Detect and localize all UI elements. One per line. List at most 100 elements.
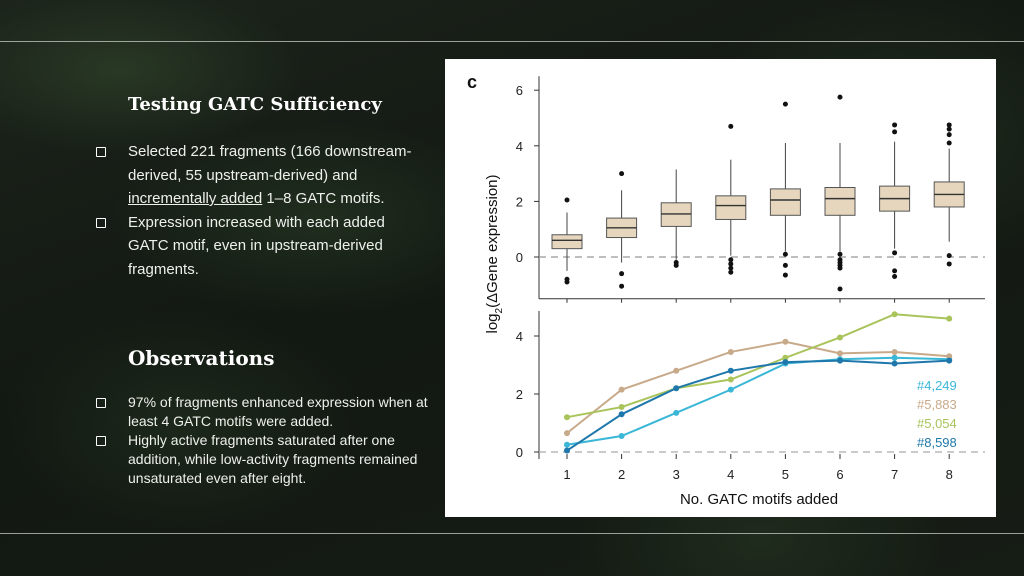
- box-outlier-point: [946, 126, 952, 132]
- bullet-item: Highly active fragments saturated after …: [96, 431, 446, 488]
- bottom-y-tick-label: 2: [516, 387, 523, 402]
- box-outlier-point: [564, 279, 570, 285]
- x-tick-label: 1: [563, 467, 570, 482]
- box-outlier-point: [728, 257, 734, 263]
- box-outlier-point: [892, 250, 898, 256]
- box-outlier-point: [946, 253, 952, 259]
- series-point: [727, 367, 734, 374]
- x-tick-label: 6: [836, 467, 843, 482]
- series-point: [727, 386, 734, 393]
- series-point: [837, 357, 843, 364]
- series-line: [566, 359, 950, 452]
- series-point: [891, 311, 898, 318]
- box-outlier-point: [837, 251, 843, 257]
- series-point: [564, 414, 570, 421]
- box-outlier-point: [892, 129, 898, 135]
- checkbox-outline-icon: [96, 436, 106, 446]
- series-point: [618, 433, 625, 440]
- y-axis-title: log2(ΔGene expression): [484, 174, 505, 333]
- top-divider: [0, 41, 1024, 42]
- checkbox-outline-icon: [96, 217, 106, 228]
- box-outlier-point: [946, 122, 952, 128]
- box-outlier-point: [619, 171, 625, 177]
- legend-entry: #4,249: [917, 378, 957, 393]
- series-point: [946, 353, 953, 360]
- legend-entry: #5,054: [917, 416, 957, 431]
- series-point: [673, 367, 680, 374]
- box-outlier-point: [619, 271, 625, 277]
- x-tick-label: 3: [673, 467, 680, 482]
- box-outlier-point: [782, 101, 788, 107]
- series-point: [946, 315, 953, 322]
- series-line: [566, 313, 950, 419]
- series-point: [618, 411, 625, 418]
- x-tick-label: 4: [727, 467, 734, 482]
- x-axis-title: No. GATC motifs added: [680, 491, 838, 508]
- box-outlier-point: [892, 268, 898, 274]
- box-outlier-point: [946, 140, 952, 146]
- box-outlier-point: [946, 132, 952, 138]
- series-line: [566, 340, 950, 434]
- bullet-item: Selected 221 fragments (166 downstream-d…: [96, 140, 426, 211]
- box-iqr: [769, 188, 801, 216]
- box-outlier-point: [782, 251, 788, 257]
- checkbox-outline-icon: [96, 398, 106, 408]
- box-outlier-point: [946, 261, 952, 267]
- box-outlier-point: [892, 122, 898, 128]
- box-iqr: [551, 234, 583, 250]
- series-point: [782, 354, 789, 361]
- series-point: [891, 360, 898, 367]
- section-title-observations: Observations: [128, 346, 275, 370]
- x-tick-label: 7: [891, 467, 898, 482]
- gatc-chart: c 0 2 4 6 0 2 4 1 2 3 4 5 6 7 8 #4,249 #5,883 #5,054 #8,598…: [467, 72, 985, 508]
- legend-entry: #8,598: [917, 435, 957, 450]
- box-iqr: [824, 187, 856, 216]
- x-tick-label: 2: [618, 467, 625, 482]
- box-outlier-point: [619, 283, 625, 289]
- box-outlier-point: [892, 273, 898, 279]
- box-outlier-point: [837, 286, 843, 292]
- section-title-testing: Testing GATC Sufficiency: [128, 94, 382, 115]
- series-point: [891, 354, 898, 361]
- box-outlier-point: [837, 265, 843, 271]
- box-outlier-point: [782, 262, 788, 268]
- top-y-tick-label: 4: [516, 139, 523, 154]
- series-point: [618, 404, 625, 411]
- series-point: [618, 386, 625, 393]
- box-outlier-point: [728, 261, 734, 267]
- top-y-tick-label: 0: [516, 250, 523, 265]
- box-outlier-point: [782, 272, 788, 278]
- series-point: [727, 376, 734, 383]
- box-iqr: [715, 195, 747, 220]
- x-tick-label: 5: [782, 467, 789, 482]
- bullet-item: 97% of fragments enhanced expression whe…: [96, 393, 446, 431]
- box-outlier-point: [673, 262, 679, 268]
- bottom-y-tick-label: 4: [516, 329, 523, 344]
- figure-panel: c 0 2 4 6 0 2 4 1 2 3 4 5 6 7 8 #4,249 #5,883 #5,054 #8,598…: [445, 59, 996, 517]
- panel-label: c: [467, 72, 477, 92]
- checkbox-outline-icon: [96, 147, 106, 157]
- top-y-tick-label: 6: [516, 83, 523, 98]
- series-point: [673, 409, 680, 416]
- series-point: [837, 350, 843, 357]
- series-point: [673, 385, 680, 392]
- top-y-tick-label: 2: [516, 194, 523, 209]
- testing-bullet-list: Selected 221 fragments (166 downstream-d…: [96, 140, 426, 281]
- x-tick-label: 8: [946, 467, 953, 482]
- observations-bullet-list: 97% of fragments enhanced expression whe…: [96, 393, 446, 488]
- series-point: [946, 357, 953, 364]
- box-outlier-point: [837, 94, 843, 100]
- series-line: [566, 356, 950, 446]
- bottom-divider: [0, 533, 1024, 534]
- box-outlier-point: [728, 265, 734, 271]
- bottom-y-tick-label: 0: [516, 445, 523, 460]
- series-point: [727, 348, 734, 355]
- underlined-phrase: incrementally added: [128, 190, 263, 207]
- box-outlier-point: [728, 269, 734, 275]
- series-point: [564, 430, 570, 437]
- bullet-item: Expression increased with each added GAT…: [96, 211, 426, 282]
- box-outlier-point: [728, 123, 734, 129]
- series-point: [782, 359, 789, 366]
- box-outlier-point: [564, 197, 570, 203]
- series-point: [782, 338, 789, 345]
